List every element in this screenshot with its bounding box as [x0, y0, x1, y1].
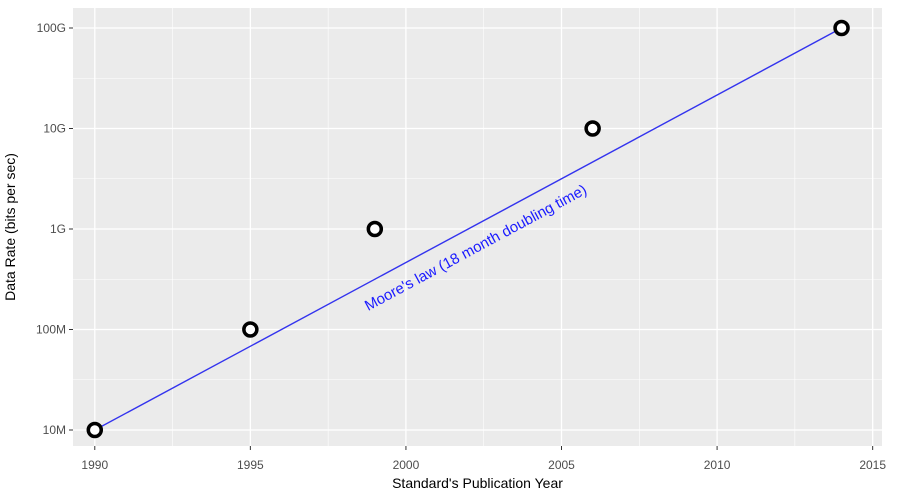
y-tick-labels: 10M 100M 1G 10G 100G	[36, 21, 66, 437]
data-point	[584, 120, 601, 137]
trend-line	[94, 27, 842, 431]
x-tick-labels: 1990 1995 2000 2005 2010 2015	[81, 458, 886, 472]
y-tick-label: 100M	[36, 323, 66, 337]
y-tick-label: 1G	[50, 222, 66, 236]
x-tick-label: 2005	[548, 458, 575, 472]
axis-ticks	[69, 27, 874, 450]
y-tick-label: 10G	[43, 122, 66, 136]
y-axis-title: Data Rate (bits per sec)	[2, 153, 18, 301]
plot-panel	[73, 8, 882, 446]
data-point	[366, 220, 384, 238]
data-points	[86, 19, 850, 439]
data-point	[833, 19, 850, 37]
x-tick-label: 1995	[237, 458, 264, 472]
major-gridlines	[73, 8, 882, 446]
data-point	[242, 321, 259, 338]
x-tick-label: 2010	[704, 458, 731, 472]
x-tick-label: 2015	[859, 458, 886, 472]
x-tick-label: 2000	[393, 458, 420, 472]
x-axis-title: Standard's Publication Year	[392, 475, 563, 491]
y-tick-label: 10M	[43, 423, 66, 437]
x-tick-label: 1990	[81, 458, 108, 472]
y-tick-label: 100G	[37, 21, 66, 35]
data-point	[86, 421, 104, 439]
